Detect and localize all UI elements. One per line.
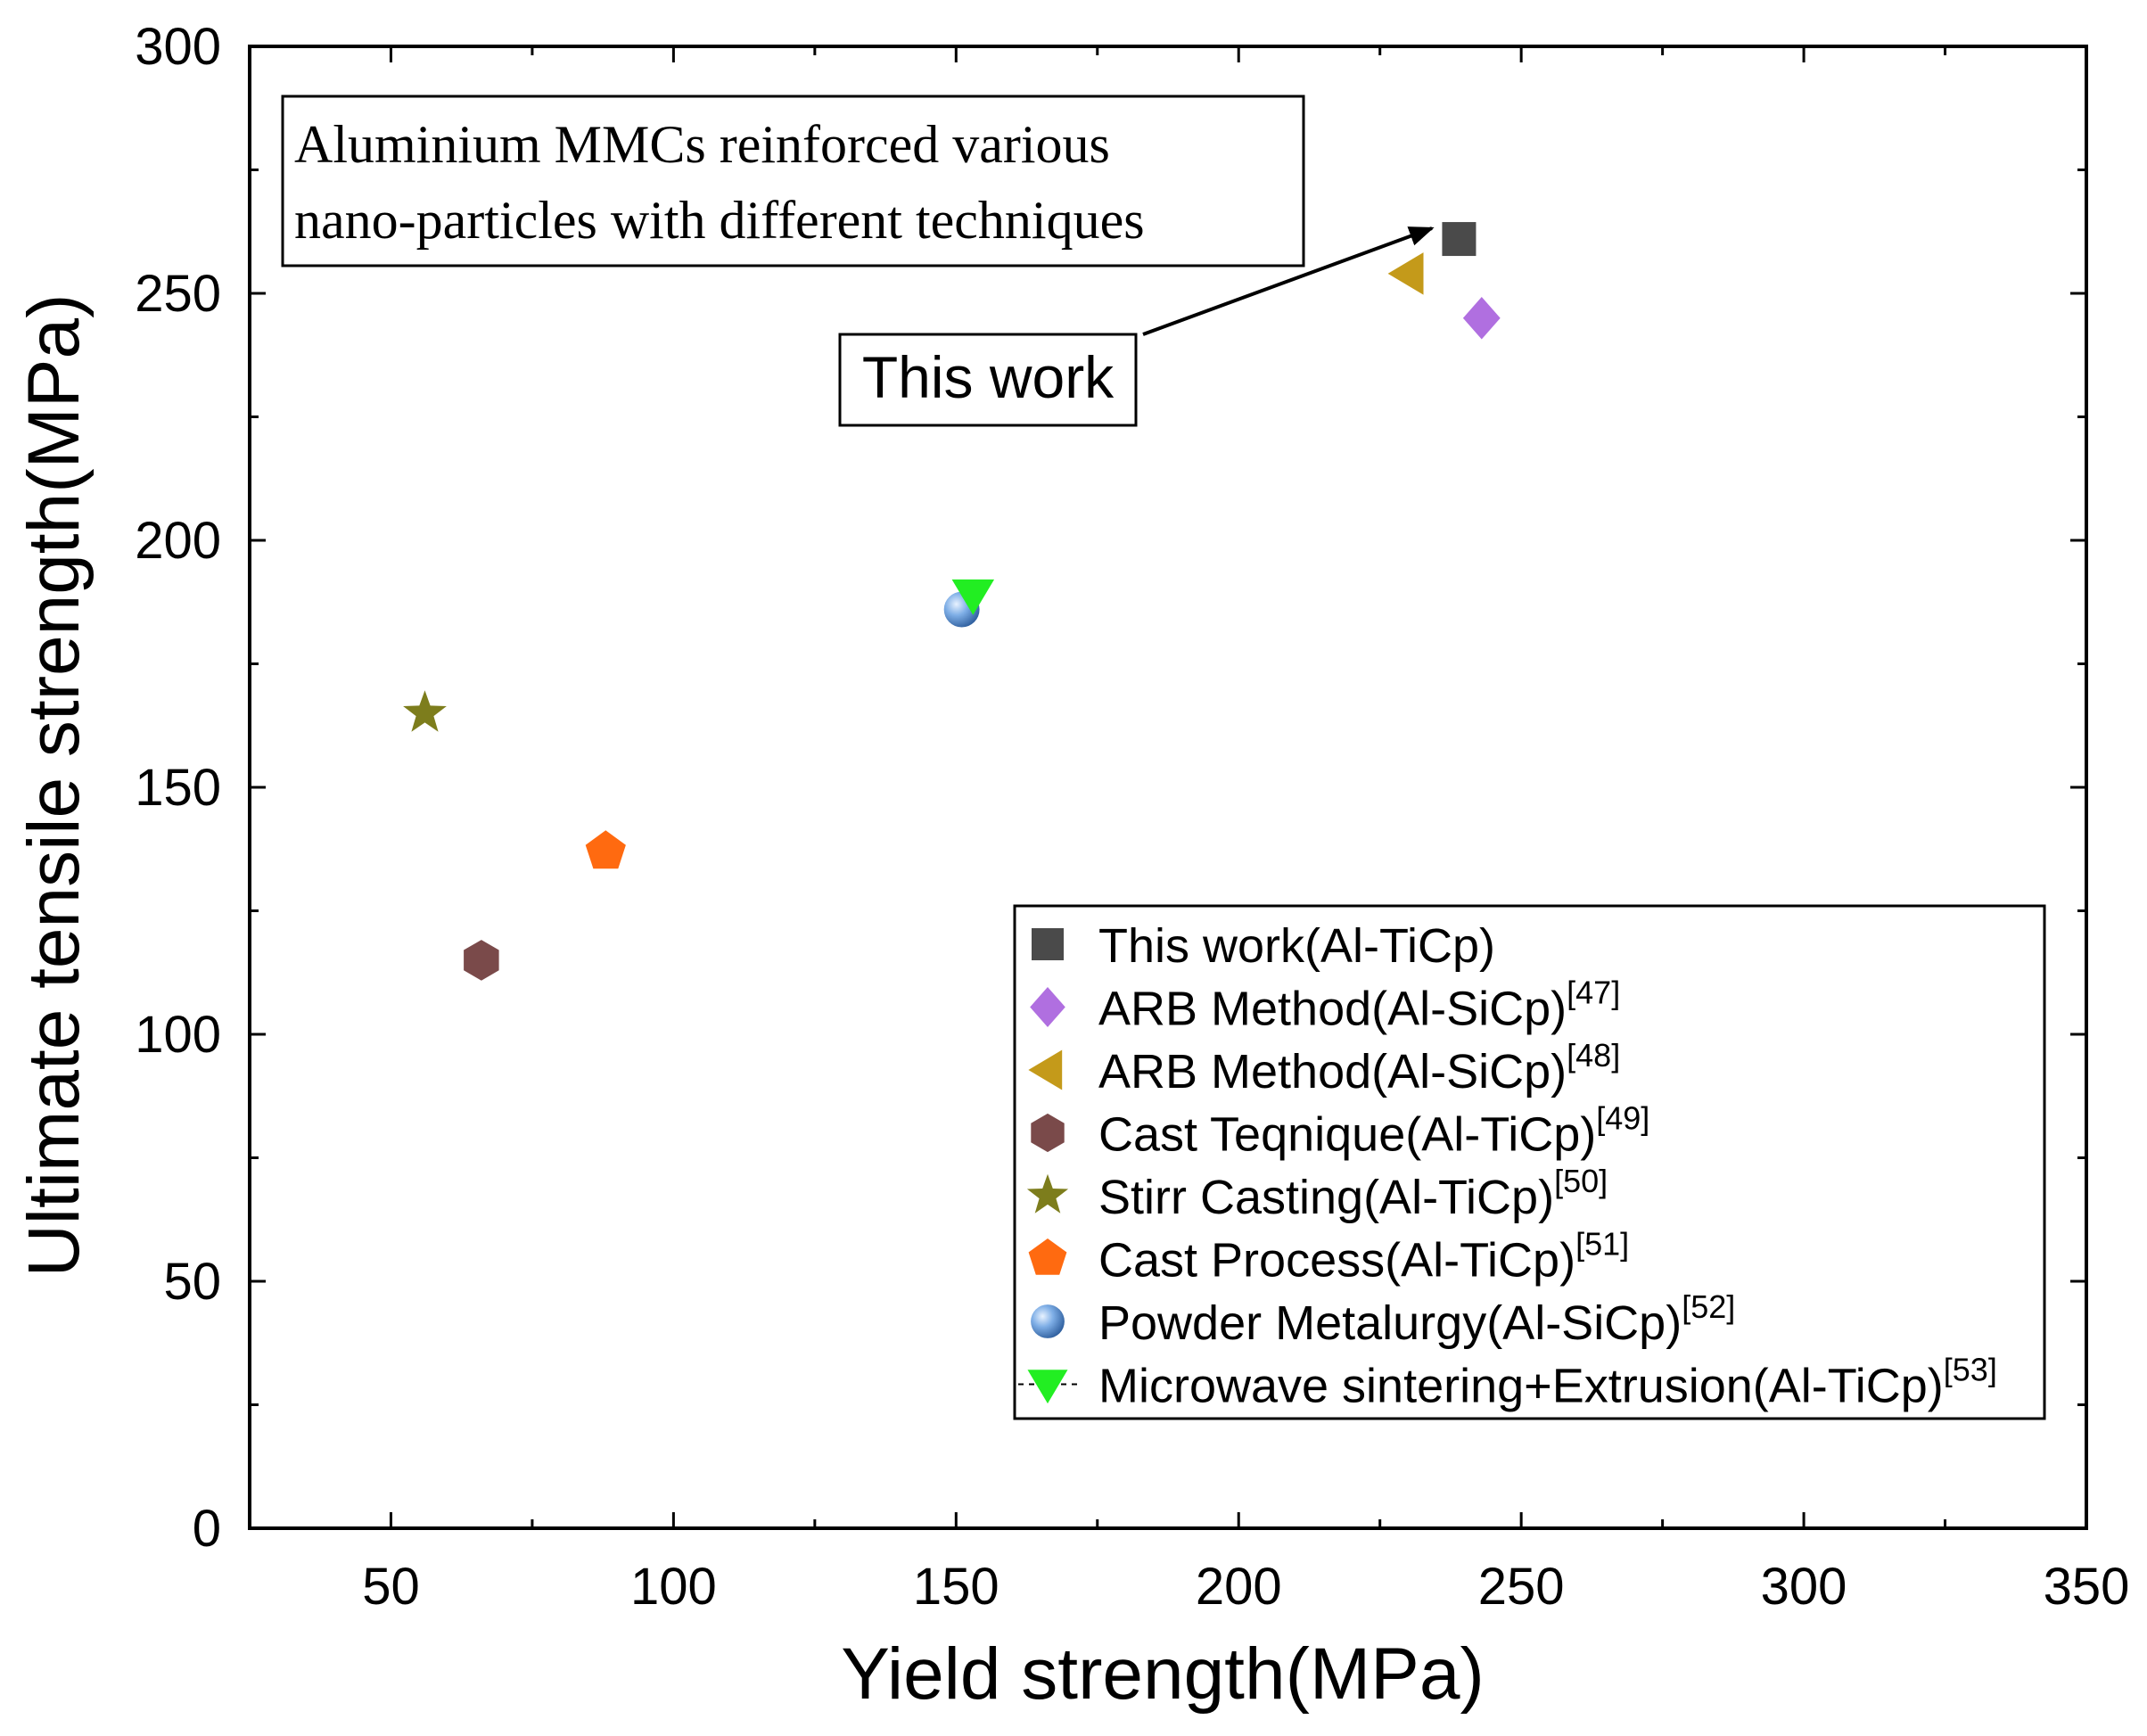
legend-reference: [53]: [1944, 1352, 1997, 1388]
legend-marker-star: [1026, 1173, 1069, 1214]
x-tick-label: 100: [630, 1558, 717, 1616]
legend-item: Powder Metalurgy(Al-SiCp)[52]: [1031, 1288, 1735, 1350]
legend-item: ARB Method(Al-SiCp)[48]: [1028, 1037, 1620, 1098]
legend: This work(Al-TiCp)ARB Method(Al-SiCp)[47…: [1013, 904, 2046, 1420]
y-tick-label: 250: [135, 265, 221, 323]
annotation-line-1: Aluminium MMCs reinforced various: [294, 115, 1110, 174]
x-tick-label: 50: [362, 1558, 420, 1616]
legend-marker-triangle-left: [1028, 1049, 1063, 1090]
legend-marker-triangle-down: [1027, 1370, 1068, 1404]
y-tick-label: 100: [135, 1006, 221, 1064]
data-point-triangle-down: [951, 579, 995, 615]
this-work-callout: This work: [838, 226, 1435, 427]
legend-entries: This work(Al-TiCp)ARB Method(Al-SiCp)[47…: [1018, 919, 1997, 1413]
x-tick-label: 200: [1196, 1558, 1282, 1616]
legend-label: This work(Al-TiCp): [1098, 919, 1495, 973]
legend-reference: [50]: [1554, 1163, 1608, 1199]
legend-reference: [51]: [1575, 1226, 1629, 1263]
legend-label: Stirr Casting(Al-TiCp)[50]: [1098, 1163, 1608, 1224]
legend-reference: [49]: [1596, 1100, 1649, 1137]
legend-item: Cast Process(Al-TiCp)[51]: [1028, 1226, 1629, 1288]
legend-marker-hexagon: [1031, 1113, 1065, 1153]
data-point-triangle-left: [1387, 252, 1424, 295]
tick-labels: 50 100 150 200 250 300 350 0 50 100 150 200 250 300: [135, 18, 2129, 1616]
data-point-pentagon: [585, 830, 626, 869]
legend-marker-sphere: [1031, 1304, 1065, 1338]
legend-reference: [52]: [1682, 1288, 1735, 1325]
x-tick-label: 250: [1478, 1558, 1565, 1616]
y-tick-label: 0: [193, 1500, 221, 1558]
legend-label: ARB Method(Al-SiCp)[48]: [1098, 1037, 1620, 1098]
y-tick-label: 150: [135, 759, 221, 817]
legend-item: Cast Teqnique(Al-TiCp)[49]: [1031, 1100, 1649, 1162]
legend-label: Cast Process(Al-TiCp)[51]: [1098, 1226, 1629, 1288]
this-work-callout-label: This work: [862, 344, 1115, 410]
legend-label: Microwave sintering+Extrusion(Al-TiCp)[5…: [1098, 1352, 1997, 1413]
legend-item: This work(Al-TiCp): [1032, 919, 1495, 973]
legend-marker-diamond: [1030, 987, 1065, 1027]
legend-item: ARB Method(Al-SiCp)[47]: [1030, 975, 1620, 1036]
y-tick-label: 300: [135, 18, 221, 76]
x-tick-label: 300: [1761, 1558, 1847, 1616]
annotation-box: Aluminium MMCs reinforced various nano-p…: [281, 95, 1305, 267]
y-tick-label: 50: [163, 1253, 221, 1311]
legend-item: Stirr Casting(Al-TiCp)[50]: [1026, 1163, 1608, 1224]
data-point-hexagon: [464, 940, 499, 981]
data-point-star: [403, 690, 447, 732]
data-point-square: [1442, 222, 1477, 257]
callout-arrow: [1142, 226, 1435, 336]
legend-reference: [47]: [1567, 975, 1620, 1011]
y-axis-label: Ultimate tensile strength(MPa): [13, 294, 95, 1278]
legend-label: ARB Method(Al-SiCp)[47]: [1098, 975, 1620, 1036]
x-tick-label: 350: [2044, 1558, 2130, 1616]
tick-marks: [248, 45, 2088, 1530]
x-tick-label: 150: [913, 1558, 999, 1616]
data-point-diamond: [1462, 296, 1501, 340]
legend-label: Cast Teqnique(Al-TiCp)[49]: [1098, 1100, 1649, 1162]
legend-reference: [48]: [1567, 1037, 1620, 1074]
data-points: [403, 222, 1501, 981]
annotation-line-2: nano-particles with different techniques: [294, 191, 1145, 250]
x-axis-label: Yield strength(MPa): [841, 1633, 1485, 1715]
legend-item: Microwave sintering+Extrusion(Al-TiCp)[5…: [1018, 1352, 1997, 1413]
legend-marker-pentagon: [1028, 1238, 1067, 1275]
y-tick-label: 200: [135, 512, 221, 570]
legend-marker-square: [1032, 928, 1064, 960]
legend-label: Powder Metalurgy(Al-SiCp)[52]: [1098, 1288, 1735, 1350]
